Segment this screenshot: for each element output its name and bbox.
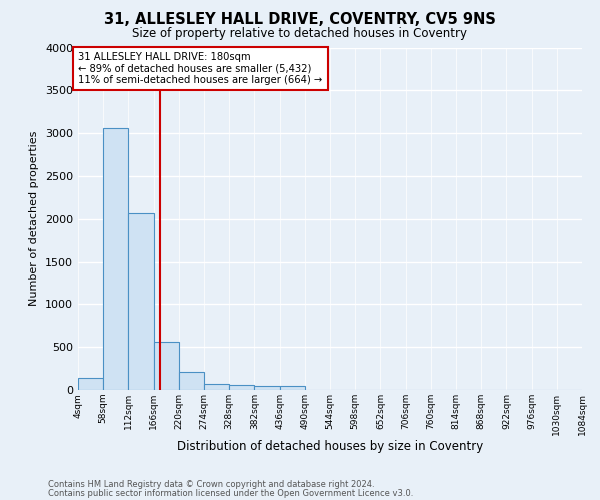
- Bar: [229, 386, 254, 390]
- Text: Contains public sector information licensed under the Open Government Licence v3: Contains public sector information licen…: [48, 488, 413, 498]
- Bar: [254, 386, 280, 390]
- Text: Contains HM Land Registry data © Crown copyright and database right 2024.: Contains HM Land Registry data © Crown c…: [48, 480, 374, 489]
- Bar: [280, 386, 305, 390]
- Bar: [78, 378, 103, 390]
- Text: 31 ALLESLEY HALL DRIVE: 180sqm
← 89% of detached houses are smaller (5,432)
11% : 31 ALLESLEY HALL DRIVE: 180sqm ← 89% of …: [79, 52, 323, 85]
- Bar: [204, 384, 229, 390]
- Text: 31, ALLESLEY HALL DRIVE, COVENTRY, CV5 9NS: 31, ALLESLEY HALL DRIVE, COVENTRY, CV5 9…: [104, 12, 496, 28]
- Bar: [179, 372, 204, 390]
- Text: Size of property relative to detached houses in Coventry: Size of property relative to detached ho…: [133, 28, 467, 40]
- Y-axis label: Number of detached properties: Number of detached properties: [29, 131, 40, 306]
- Bar: [154, 342, 179, 390]
- Bar: [103, 128, 128, 390]
- Bar: [128, 213, 154, 390]
- X-axis label: Distribution of detached houses by size in Coventry: Distribution of detached houses by size …: [177, 440, 483, 454]
